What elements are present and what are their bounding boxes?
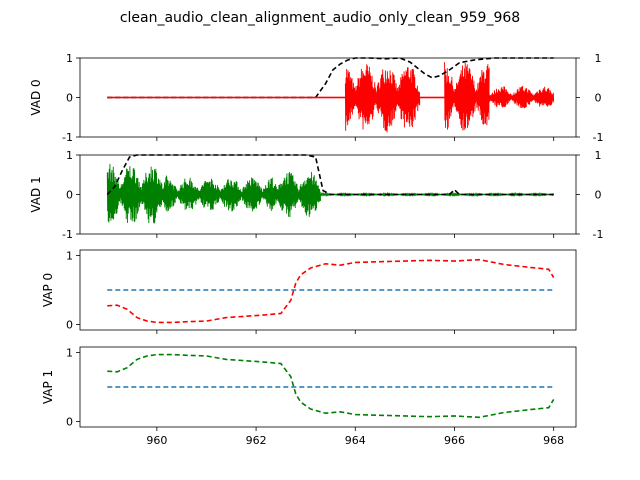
vad1-ytick-label: 1 bbox=[66, 149, 73, 162]
vad0-right-ytick-label: 1 bbox=[595, 52, 602, 65]
vad0-ylabel: VAD 0 bbox=[29, 79, 43, 115]
vap1-xtick-label: 962 bbox=[246, 434, 267, 447]
vap0-frame bbox=[79, 249, 577, 331]
vap1-ylabel: VAP 1 bbox=[41, 370, 55, 404]
vad1-panel: -1 0 1 -1 0 1 VAD 1 bbox=[29, 149, 603, 241]
vad0-right-ytick-label: -1 bbox=[593, 131, 604, 144]
vap1-xtick-label: 966 bbox=[444, 434, 465, 447]
vad1-right-ytick-label: -1 bbox=[593, 228, 604, 241]
vad1-waveform-burst bbox=[166, 177, 272, 212]
vap0-ytick-label: 1 bbox=[66, 250, 73, 263]
vad0-waveform-burst bbox=[344, 64, 421, 133]
figure-title: clean_audio_clean_alignment_audio_only_c… bbox=[120, 10, 520, 26]
vad0-ytick-label: -1 bbox=[62, 131, 73, 144]
vap1-panel: 0 1 960 962 964 966 968 VAP 1 bbox=[41, 346, 577, 447]
vap1-xtick-label: 960 bbox=[146, 434, 167, 447]
vad0-series-vad0_prob bbox=[107, 57, 554, 99]
vad0-ytick-label: 0 bbox=[66, 92, 73, 105]
vad0-waveform-burst bbox=[444, 62, 490, 131]
vad0-right-ytick-label: 0 bbox=[595, 92, 602, 105]
vad1-ytick-label: -1 bbox=[62, 228, 73, 241]
vad1-right-ytick-label: 0 bbox=[595, 189, 602, 202]
vad0-ytick-label: 1 bbox=[66, 52, 73, 65]
vap0-ylabel: VAP 0 bbox=[41, 273, 55, 307]
vap0-ytick-label: 0 bbox=[66, 318, 73, 331]
vap1-ytick-label: 1 bbox=[66, 347, 73, 360]
vad1-ytick-label: 0 bbox=[66, 189, 73, 202]
vap1-series-vap1 bbox=[107, 353, 555, 419]
vap1-ytick-label: 0 bbox=[66, 415, 73, 428]
panels: -1 0 1 -1 0 1 VAD 0 -1 0 1 -1 0 1 VAD 1 0 1 VAP 0 0 1 960 96… bbox=[29, 52, 603, 447]
vad0-panel: -1 0 1 -1 0 1 VAD 0 bbox=[29, 52, 603, 144]
vad1-waveform-burst bbox=[270, 172, 322, 218]
vad1-waveform-burst bbox=[106, 163, 168, 224]
vap1-xtick-label: 964 bbox=[345, 434, 366, 447]
vad1-right-ytick-label: 1 bbox=[595, 149, 602, 162]
vap1-xtick-label: 968 bbox=[543, 434, 564, 447]
vap0-panel: 0 1 VAP 0 bbox=[41, 249, 577, 334]
vap0-series-vap0 bbox=[107, 258, 555, 324]
vad1-ylabel: VAD 1 bbox=[29, 176, 43, 212]
vap1-frame bbox=[79, 346, 577, 428]
